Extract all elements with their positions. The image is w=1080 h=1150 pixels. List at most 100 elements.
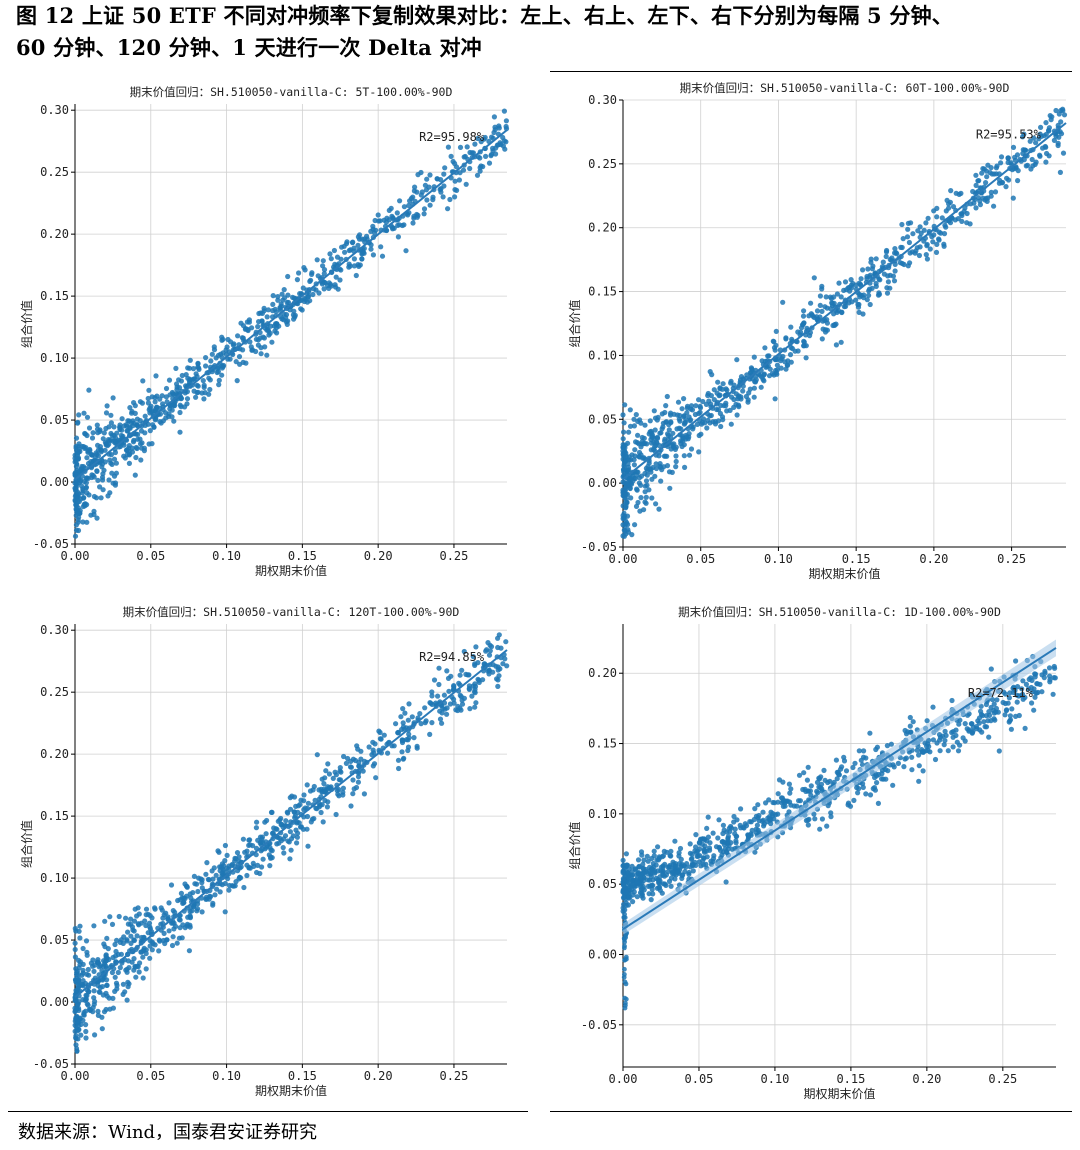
scatter-point [127,405,133,411]
scatter-point [289,793,295,799]
scatter-point [97,985,103,991]
scatter-point [446,688,452,694]
scatter-point [184,921,190,927]
scatter-point [936,732,943,738]
scatter-point [112,449,118,456]
scatter-point [482,134,488,141]
scatter-point [92,998,98,1005]
scatter-point [679,406,685,412]
scatter-point [681,396,687,402]
scatter-point [958,190,964,196]
scatter-point [627,423,634,429]
scatter-point [136,969,142,975]
scatter-point [342,249,348,255]
scatter-point [170,934,176,940]
scatter-point [725,835,731,841]
scatter-point [318,809,324,816]
scatter-point [236,354,243,360]
scatter-point [326,771,332,777]
scatter-point [705,814,711,820]
scatter-point [673,863,679,870]
scatter-point [139,445,145,451]
scatter-point [635,857,642,863]
scatter-point [656,506,662,512]
scatter-point [788,359,794,365]
scatter-point [186,379,193,385]
scatter-point [688,403,695,409]
scatter-point [269,809,275,815]
scatter-point [693,844,699,850]
scatter-point [824,305,830,311]
scatter-point [253,348,259,355]
scatter-point [851,797,857,803]
chart-bottom-left: 期末价值回归：SH.510050-vanilla-C: 120T-100.00%… [19,605,510,1098]
scatter-point [73,482,79,488]
scatter-point [95,442,101,448]
scatter-point [383,219,389,225]
scatter-point [396,765,402,772]
scatter-point [142,430,148,436]
scatter-point [336,777,342,783]
scatter-point [442,165,448,171]
scatter-point [112,941,118,948]
scatter-point [717,847,724,853]
scatter-point [950,744,956,750]
scatter-point [364,233,370,239]
scatter-point [399,737,405,743]
scatter-point [355,234,361,240]
scatter-point [696,449,702,455]
scatter-point [255,862,261,868]
scatter-point [762,345,768,351]
scatter-point [128,916,134,922]
scatter-point [452,178,458,184]
scatter-point [79,490,86,496]
scatter-point [359,256,365,262]
scatter-point [998,154,1005,160]
scatter-point [748,369,754,375]
scatter-point [73,445,79,451]
scatter-point [925,741,931,747]
scatter-point [109,470,115,476]
scatter-point [716,817,722,823]
y-tick-label: 0.30 [40,623,69,637]
scatter-point [1052,675,1058,681]
scatter-point [227,356,233,362]
scatter-point [441,692,447,698]
y-tick-label: 0.05 [588,877,617,891]
scatter-point [472,704,478,710]
scatter-point [410,220,416,226]
scatter-point [943,224,949,230]
scatter-point [892,246,898,252]
scatter-point [646,487,652,493]
scatter-point [1026,676,1032,682]
scatter-point [207,386,213,393]
scatter-point [125,958,131,964]
scatter-point [636,453,642,460]
scatter-point [624,956,629,962]
scatter-point [688,446,695,452]
scatter-point [973,205,979,211]
scatter-point [749,827,755,833]
scatter-point [754,822,760,828]
scatter-point [656,878,662,884]
scatter-point [1056,134,1062,140]
scatter-point [143,912,149,918]
scatter-point [209,868,215,874]
scatter-point [660,864,666,870]
scatter-point [75,511,81,517]
scatter-point [925,747,931,754]
x-tick-label: 0.00 [61,549,90,563]
scatter-point [828,814,834,820]
scatter-point [290,833,296,839]
scatter-point [98,447,105,453]
scatter-point [486,652,493,658]
scatter-point [447,701,453,707]
scatter-point [934,205,940,211]
scatter-point [1003,184,1009,190]
scatter-point [910,231,916,237]
scatter-point [692,411,698,418]
scatter-point [984,174,990,180]
scatter-point [697,409,703,415]
scatter-point [950,729,956,735]
scatter-point [1007,690,1013,696]
